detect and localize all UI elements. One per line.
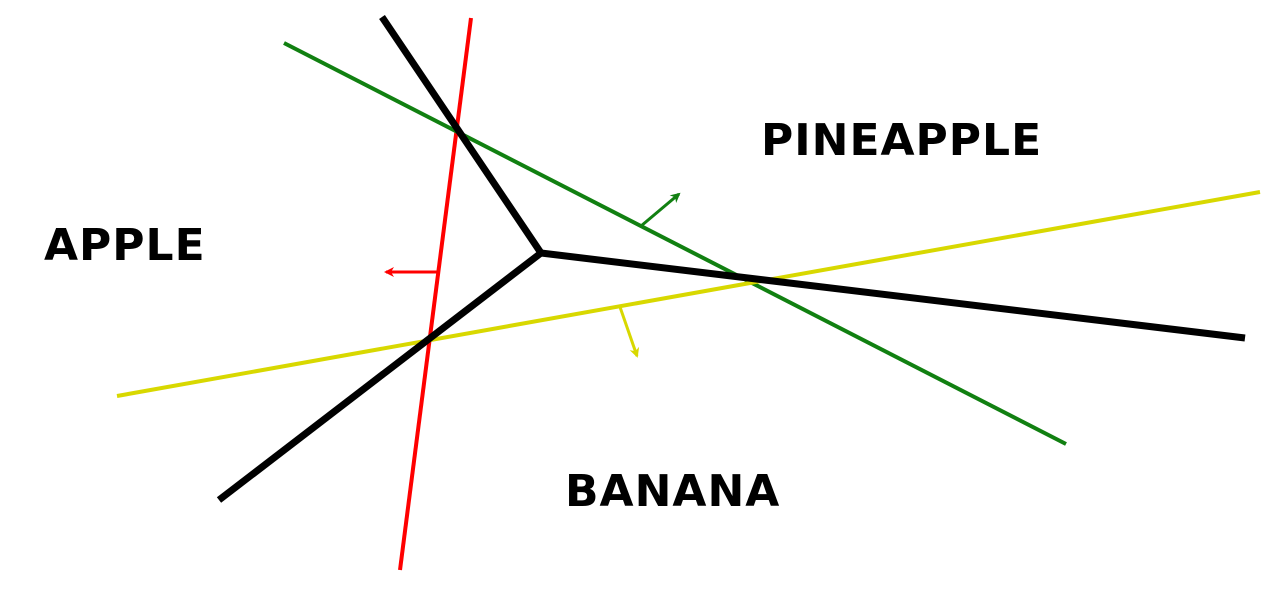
pineapple-normal-arrow (640, 192, 681, 228)
banana-normal-arrow (618, 306, 640, 358)
apple-classifier-line (398, 17, 473, 571)
apple-pineapple-boundary (379, 15, 544, 255)
banana-classifier-line (116, 190, 1261, 398)
banana-region-label: BANANA (565, 466, 780, 517)
pineapple-classifier-line (283, 41, 1067, 446)
apple-region-label: APPLE (44, 220, 206, 271)
apple-banana-boundary (216, 250, 544, 503)
pineapple-region-label: PINEAPPLE (761, 115, 1042, 166)
pineapple-banana-boundary (540, 249, 1246, 342)
